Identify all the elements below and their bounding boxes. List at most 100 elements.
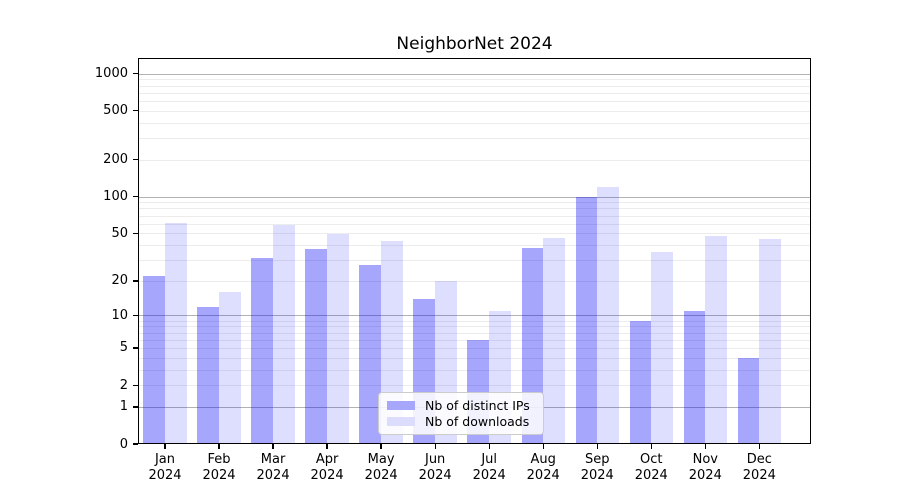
- chart-title: NeighborNet 2024: [396, 34, 553, 54]
- x-tick-label: Aug 2024: [512, 452, 574, 483]
- x-tick-mark: [596, 444, 598, 449]
- x-label-year: 2024: [472, 467, 506, 483]
- x-label-year: 2024: [256, 467, 290, 483]
- gridline-minor: [138, 101, 811, 103]
- x-tick-mark: [218, 444, 220, 449]
- gridline-minor: [138, 122, 811, 124]
- x-label-month: Apr: [315, 452, 339, 467]
- gridline-minor: [138, 385, 811, 387]
- bar-downloads-dec: [759, 238, 782, 444]
- x-label-month: Oct: [640, 452, 663, 467]
- bar-downloads-aug: [543, 237, 565, 444]
- plot-area: [138, 58, 811, 444]
- x-label-month: Feb: [207, 452, 231, 467]
- gridline-minor: [138, 244, 811, 246]
- x-tick-label: Apr 2024: [296, 452, 358, 483]
- gridline-minor: [138, 208, 811, 210]
- x-tick-label: May 2024: [350, 452, 412, 483]
- gridline-minor: [138, 110, 811, 112]
- bar-distinct-ips-sep: [575, 196, 598, 444]
- x-tick-label: Nov 2024: [674, 452, 736, 483]
- legend-label-distinct-ips: Nb of distinct IPs: [425, 398, 530, 413]
- x-tick-mark: [434, 444, 436, 449]
- x-label-year: 2024: [742, 467, 776, 483]
- bar-distinct-ips-jan: [143, 275, 165, 444]
- gridline-major: [138, 315, 811, 317]
- bar-distinct-ips-feb: [197, 306, 220, 444]
- y-tick-label: 500: [103, 103, 128, 119]
- x-tick-label: Jun 2024: [404, 452, 466, 483]
- x-label-year: 2024: [418, 467, 452, 483]
- bar-downloads-nov: [705, 236, 727, 444]
- x-tick-label: Jul 2024: [458, 452, 520, 483]
- x-tick-mark: [758, 444, 760, 449]
- bar-downloads-jan: [165, 222, 187, 444]
- x-label-year: 2024: [634, 467, 668, 483]
- y-tick-label: 2: [119, 377, 128, 393]
- legend-item-distinct-ips: Nb of distinct IPs: [387, 398, 535, 413]
- x-label-month: Dec: [746, 452, 772, 467]
- y-tick-label: 200: [103, 152, 128, 168]
- gridline-minor: [138, 347, 811, 349]
- x-label-month: Mar: [260, 452, 286, 467]
- y-tick-mark: [132, 110, 138, 112]
- x-label-month: Nov: [692, 452, 718, 467]
- bar-downloads-mar: [273, 225, 295, 444]
- x-tick-mark: [704, 444, 706, 449]
- x-label-year: 2024: [148, 467, 182, 483]
- y-tick-mark: [132, 232, 138, 234]
- y-tick-mark: [132, 73, 138, 75]
- legend: Nb of distinct IPs Nb of downloads: [378, 392, 544, 435]
- x-tick-label: Sep 2024: [566, 452, 628, 483]
- gridline-minor: [138, 320, 811, 322]
- bar-distinct-ips-dec: [737, 357, 760, 444]
- x-tick-label: Oct 2024: [620, 452, 682, 483]
- y-tick-mark: [132, 196, 138, 198]
- x-tick-mark: [326, 444, 328, 449]
- x-tick-label: Feb 2024: [188, 452, 250, 483]
- gridline-minor: [138, 215, 811, 217]
- x-tick-label: Jan 2024: [134, 452, 196, 483]
- x-tick-mark: [272, 444, 274, 449]
- y-tick-label: 5: [119, 340, 128, 356]
- x-tick-mark: [380, 444, 382, 449]
- bar-distinct-ips-mar: [251, 258, 274, 444]
- y-tick-mark: [132, 347, 138, 349]
- gridline-minor: [138, 332, 811, 334]
- legend-swatch-downloads: [387, 416, 415, 427]
- gridline-minor: [138, 259, 811, 261]
- y-tick-label: 1000: [94, 66, 128, 82]
- y-tick-mark: [132, 384, 138, 386]
- x-tick-mark: [650, 444, 652, 449]
- x-label-year: 2024: [310, 467, 344, 483]
- x-tick-mark: [164, 444, 166, 449]
- bar-distinct-ips-nov: [683, 310, 706, 444]
- y-tick-mark: [132, 159, 138, 161]
- y-tick-label: 10: [111, 307, 128, 323]
- y-tick-mark: [132, 443, 138, 445]
- gridline-minor: [138, 159, 811, 161]
- legend-label-downloads: Nb of downloads: [425, 414, 530, 429]
- x-label-month: Jun: [424, 452, 446, 467]
- gridline-minor: [138, 202, 811, 204]
- y-tick-label: 20: [111, 273, 128, 289]
- x-label-year: 2024: [688, 467, 722, 483]
- gridline-minor: [138, 369, 811, 371]
- x-tick-label: Dec 2024: [728, 452, 790, 483]
- gridline-minor: [138, 357, 811, 359]
- gridline-minor: [138, 79, 811, 81]
- gridline-major: [138, 73, 811, 75]
- x-label-month: Jan: [154, 452, 176, 467]
- y-tick-mark: [132, 280, 138, 282]
- x-label-month: Jul: [481, 452, 498, 467]
- x-tick-mark: [488, 444, 490, 449]
- bar-distinct-ips-apr: [305, 249, 328, 444]
- gridline-major: [138, 196, 811, 198]
- x-tick-mark: [542, 444, 544, 449]
- gridline-minor: [138, 339, 811, 341]
- y-tick-label: 100: [103, 189, 128, 205]
- gridline-minor: [138, 233, 811, 235]
- gridline-minor: [138, 92, 811, 94]
- legend-item-downloads: Nb of downloads: [387, 414, 535, 429]
